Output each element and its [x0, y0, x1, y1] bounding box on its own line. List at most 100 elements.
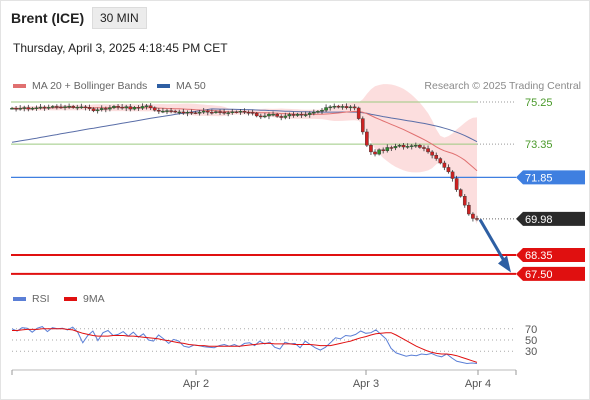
candle-body	[263, 115, 267, 118]
candle-body	[430, 151, 434, 156]
level-label-71.85: 71.85	[525, 172, 553, 184]
candle-body	[63, 106, 67, 108]
candle-body	[409, 145, 414, 147]
candle-body	[307, 112, 312, 115]
rsi-ma-label: 9MA	[83, 293, 105, 305]
candle-body	[369, 145, 373, 153]
candle-body	[157, 109, 161, 112]
candle-body	[222, 111, 226, 114]
candle-body	[267, 113, 271, 117]
candle-body	[99, 108, 104, 110]
candle-body	[454, 178, 459, 190]
candle-body	[259, 115, 263, 118]
candle-body	[42, 106, 47, 109]
candle-body	[95, 109, 100, 112]
candle-body	[471, 213, 475, 219]
candle-body	[14, 107, 18, 110]
candle-body	[10, 107, 14, 110]
candle-body	[312, 111, 316, 114]
rsi-tick-70: 70	[525, 324, 537, 336]
rsi-label: RSI	[32, 293, 50, 305]
candle-body	[303, 114, 308, 116]
candle-body	[193, 112, 198, 114]
candle-body	[242, 111, 247, 113]
candle-body	[30, 107, 35, 110]
candle-body	[324, 107, 328, 111]
level-label-73.35: 73.35	[525, 139, 553, 151]
candle-body	[381, 149, 385, 151]
candle-body	[279, 116, 284, 118]
candle-body	[226, 112, 230, 114]
candle-body	[250, 112, 255, 114]
candle-body	[173, 110, 177, 113]
candle-body	[422, 147, 426, 149]
candle-body	[401, 145, 406, 148]
candle-body	[426, 148, 430, 153]
candle-body	[71, 105, 75, 108]
candle-body	[414, 145, 418, 147]
candle-body	[104, 108, 108, 110]
candle-body	[46, 107, 51, 109]
support-tag-67.50	[516, 266, 585, 281]
legend-ma20: MA 20 + Bollinger Bands	[13, 80, 147, 92]
candles	[10, 103, 479, 222]
legend-rsi: RSI	[13, 293, 50, 305]
candle-body	[405, 146, 410, 148]
interval-selector[interactable]: 30 MIN	[92, 7, 147, 29]
candle-body	[365, 131, 369, 146]
candle-body	[291, 114, 296, 116]
ma50-label: MA 50	[176, 80, 206, 92]
candle-body	[214, 111, 218, 113]
candle-body	[210, 111, 214, 114]
candle-body	[246, 111, 251, 114]
candle-body	[120, 106, 124, 109]
candle-body	[467, 204, 471, 215]
candle-body	[108, 107, 112, 110]
rsi-ma-swatch	[64, 297, 77, 301]
candle-body	[389, 147, 394, 149]
candle-body	[275, 113, 279, 117]
candle-body	[169, 110, 173, 112]
support-tag-68.35	[516, 248, 585, 263]
candle-body	[185, 111, 190, 114]
candle-body	[55, 106, 59, 108]
candle-body	[295, 113, 300, 116]
candle-body	[59, 106, 63, 109]
candle-body	[434, 155, 439, 159]
rsi-tick-50: 50	[525, 335, 537, 347]
candle-body	[438, 158, 443, 164]
candle-body	[271, 113, 275, 116]
target-arrow-head	[498, 255, 511, 273]
candle-body	[26, 107, 31, 110]
candle-body	[205, 110, 210, 113]
candle-body	[238, 111, 243, 113]
candle-body	[320, 109, 324, 112]
candle-body	[328, 106, 332, 109]
candle-body	[128, 106, 133, 110]
rsi-tick-30: 30	[525, 346, 537, 358]
candle-body	[144, 105, 149, 107]
candle-body	[75, 106, 80, 109]
legend-ma50: MA 50	[157, 80, 206, 92]
ma20-label: MA 20 + Bollinger Bands	[32, 80, 148, 92]
level-label-68.35: 68.35	[525, 250, 553, 262]
candle-body	[458, 189, 463, 197]
instrument-title: Brent (ICE)	[11, 10, 85, 26]
candle-body	[352, 106, 357, 109]
candle-body	[83, 106, 88, 109]
candle-body	[344, 106, 349, 108]
candle-body	[234, 111, 239, 113]
candle-body	[446, 167, 451, 173]
candle-body	[360, 118, 365, 133]
level-label-75.25: 75.25	[525, 97, 553, 109]
candle-body	[181, 111, 186, 114]
candle-body	[385, 147, 390, 151]
candle-body	[38, 106, 43, 109]
candle-body	[287, 114, 292, 117]
candle-body	[348, 106, 353, 109]
candle-body	[230, 111, 235, 113]
candle-body	[197, 111, 202, 114]
level-label-67.50: 67.50	[525, 269, 553, 281]
candle-body	[397, 145, 402, 147]
candle-body	[34, 107, 39, 109]
